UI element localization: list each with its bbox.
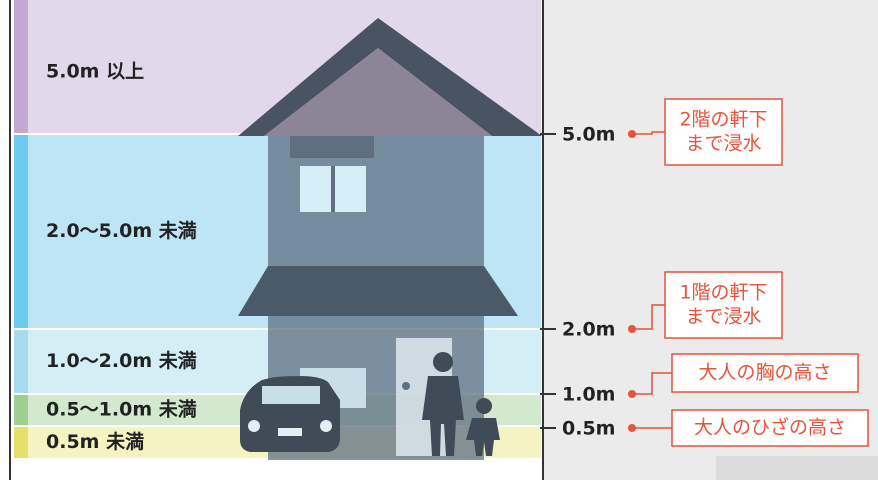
note-text: 大人のひざの高さ xyxy=(694,416,846,439)
note-box xyxy=(664,271,783,339)
corner-block xyxy=(716,456,878,480)
band-stripe xyxy=(14,427,28,458)
marker-label: 0.5m xyxy=(562,418,615,440)
band-label: 2.0～5.0m 未満 xyxy=(46,219,197,242)
note-box xyxy=(664,98,783,166)
note-text: まで浸水 xyxy=(685,133,761,155)
band-stripe xyxy=(14,395,28,425)
house xyxy=(238,18,542,460)
note-box xyxy=(671,353,859,393)
marker-label: 2.0m xyxy=(562,319,615,341)
marker-label: 1.0m xyxy=(562,384,615,406)
connector xyxy=(632,304,665,330)
marker-label: 5.0m xyxy=(562,124,615,146)
connector xyxy=(632,372,672,395)
band-stripe xyxy=(14,135,28,328)
right-panel xyxy=(544,0,878,480)
connector xyxy=(632,131,665,135)
note-text: まで浸水 xyxy=(685,306,761,328)
band-label: 1.0～2.0m 未満 xyxy=(46,349,197,372)
band-stripe xyxy=(14,0,28,133)
note-box xyxy=(671,409,869,447)
band-label: 0.5m 未満 xyxy=(46,430,144,453)
band-label: 0.5～1.0m 未満 xyxy=(46,398,197,421)
band-label: 5.0m 以上 xyxy=(46,61,144,83)
note-text: 大人の胸の高さ xyxy=(698,362,831,384)
note-text: 1階の軒下 xyxy=(679,282,767,304)
note-text: 2階の軒下 xyxy=(679,109,767,131)
band-stripe xyxy=(14,330,28,393)
